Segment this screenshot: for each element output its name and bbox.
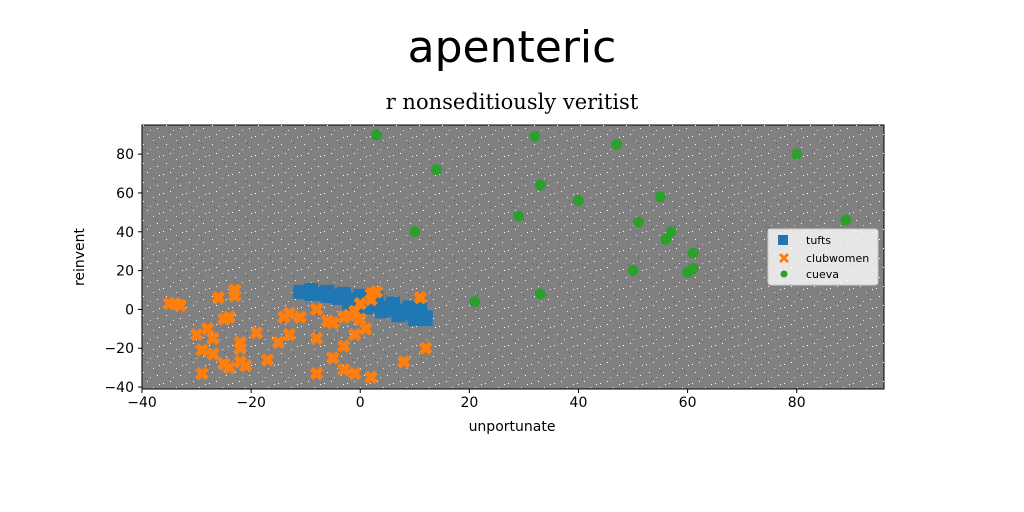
point-cueva xyxy=(632,216,644,228)
point-tufts xyxy=(320,284,335,299)
x-tick-label: 0 xyxy=(356,395,365,411)
point-cueva xyxy=(665,226,677,238)
y-tick-label: 40 xyxy=(116,225,134,241)
y-tick-label: 20 xyxy=(116,264,134,280)
point-clubwomen xyxy=(195,343,209,357)
point-cueva xyxy=(512,210,524,222)
y-axis-label: reinvent xyxy=(72,227,88,286)
point-tufts xyxy=(407,312,422,327)
point-clubwomen xyxy=(222,360,237,375)
data-marks xyxy=(162,129,852,385)
point-cueva xyxy=(534,288,546,300)
point-clubwomen xyxy=(309,331,324,346)
point-cueva xyxy=(529,131,541,143)
x-tick-label: 20 xyxy=(460,395,478,411)
point-cueva xyxy=(469,296,481,308)
point-clubwomen xyxy=(189,327,204,342)
point-clubwomen xyxy=(397,355,411,369)
point-clubwomen xyxy=(293,310,307,324)
legend-box xyxy=(767,228,879,286)
x-axis-ticks: −40 −20 0 20 40 60 80 xyxy=(127,389,806,411)
point-cueva xyxy=(687,263,699,275)
point-cueva xyxy=(572,195,584,207)
plot-noise-texture xyxy=(142,125,884,389)
chart-title: apenteric xyxy=(407,22,617,73)
y-tick-label: −20 xyxy=(104,341,134,357)
x-tick-label: 80 xyxy=(788,395,806,411)
x-tick-label: 60 xyxy=(679,395,697,411)
point-cueva xyxy=(791,148,803,160)
y-tick-label: 80 xyxy=(116,147,134,163)
point-clubwomen xyxy=(233,335,247,350)
point-clubwomen xyxy=(195,366,209,381)
point-clubwomen xyxy=(337,339,351,354)
point-clubwomen xyxy=(369,285,384,299)
x-tick-label: −20 xyxy=(236,395,266,411)
point-cueva xyxy=(627,265,639,277)
chart-subtitle: r nonseditiously veritist xyxy=(385,90,639,114)
point-clubwomen xyxy=(206,331,220,346)
y-tick-label: 60 xyxy=(116,186,134,202)
point-clubwomen xyxy=(309,366,324,381)
point-clubwomen xyxy=(249,325,264,340)
point-clubwomen xyxy=(173,298,187,313)
point-clubwomen xyxy=(326,351,340,365)
point-tufts xyxy=(304,283,319,297)
point-clubwomen xyxy=(222,310,237,324)
point-tufts xyxy=(418,312,433,327)
point-clubwomen xyxy=(238,358,253,373)
point-clubwomen xyxy=(211,290,226,305)
point-cueva xyxy=(431,164,443,176)
legend-label-cueva: cueva xyxy=(806,268,839,281)
point-clubwomen xyxy=(364,370,378,385)
point-clubwomen xyxy=(309,302,324,317)
point-tufts xyxy=(385,296,400,311)
point-clubwomen xyxy=(282,306,297,321)
point-clubwomen xyxy=(353,296,368,311)
x-axis-label: unportunate xyxy=(469,419,556,435)
legend-label-tufts: tufts xyxy=(806,234,831,247)
point-clubwomen xyxy=(337,362,351,377)
point-clubwomen xyxy=(348,366,362,381)
point-clubwomen xyxy=(227,289,242,303)
point-clubwomen xyxy=(353,312,368,326)
point-cueva xyxy=(660,234,672,246)
point-cueva xyxy=(371,129,383,141)
legend-marker-cueva xyxy=(780,270,788,278)
point-clubwomen xyxy=(271,335,286,350)
point-clubwomen xyxy=(348,327,362,342)
point-clubwomen xyxy=(418,341,433,356)
point-clubwomen xyxy=(358,322,373,336)
point-tufts xyxy=(402,300,417,315)
point-cueva xyxy=(687,247,699,259)
point-cueva xyxy=(840,214,852,226)
point-clubwomen xyxy=(162,296,177,311)
point-clubwomen xyxy=(413,290,428,305)
point-tufts xyxy=(375,304,390,319)
y-axis-ticks: −40 −20 0 20 40 60 80 xyxy=(104,147,142,396)
point-cueva xyxy=(409,226,421,238)
point-clubwomen xyxy=(206,347,220,361)
point-tufts xyxy=(391,308,406,323)
x-tick-label: −40 xyxy=(127,395,157,411)
legend: tufts clubwomen cueva xyxy=(767,228,879,286)
point-clubwomen xyxy=(282,327,297,342)
point-cueva xyxy=(654,191,666,203)
point-clubwomen xyxy=(260,353,275,367)
legend-marker-clubwomen xyxy=(778,252,790,264)
point-clubwomen xyxy=(200,322,215,336)
y-tick-label: 0 xyxy=(125,302,134,318)
y-tick-label: −40 xyxy=(104,380,134,396)
point-clubwomen xyxy=(326,316,340,330)
point-cueva xyxy=(611,138,623,150)
point-cueva xyxy=(534,179,546,191)
legend-label-clubwomen: clubwomen xyxy=(806,252,869,265)
legend-marker-tufts xyxy=(778,235,788,245)
x-tick-label: 40 xyxy=(570,395,588,411)
